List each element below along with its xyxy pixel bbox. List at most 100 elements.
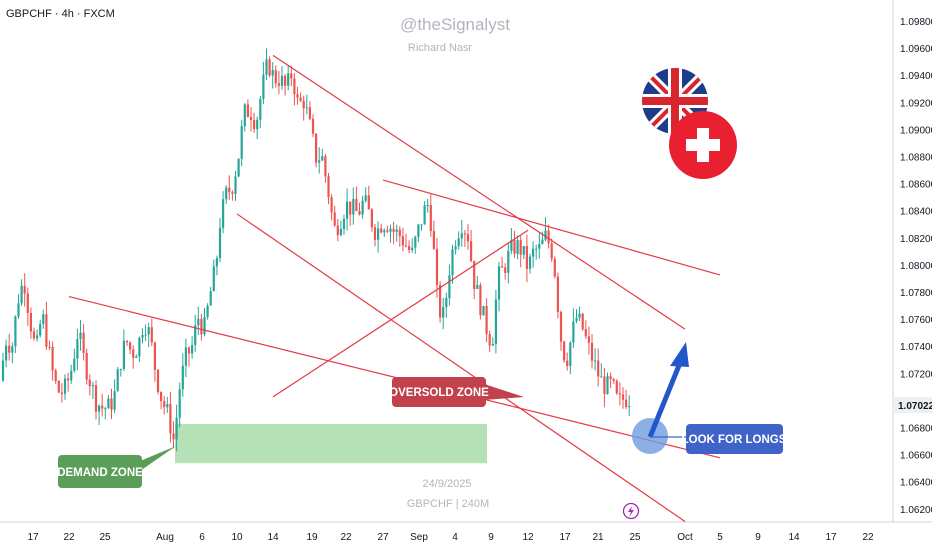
- candle-body: [290, 73, 293, 79]
- candle-body: [5, 345, 8, 361]
- watermark-handle: @theSignalyst: [400, 15, 510, 34]
- candle-body: [141, 334, 144, 338]
- y-tick-label: 1.09600: [900, 44, 932, 55]
- candle-body: [575, 317, 578, 322]
- candle-body: [442, 307, 445, 318]
- candle-body: [451, 249, 454, 276]
- candle-body: [129, 342, 132, 350]
- candle-body: [336, 225, 339, 236]
- candle-body: [256, 119, 259, 130]
- candle-body: [349, 201, 352, 215]
- trendline-lower-channel: [236, 213, 686, 522]
- x-tick-label: 10: [231, 532, 243, 543]
- candle-body: [91, 385, 94, 387]
- candle-body: [414, 236, 417, 248]
- candle-body: [39, 324, 42, 336]
- candle-body: [358, 210, 361, 215]
- candle-body: [501, 266, 504, 268]
- trendline-wedge-lower: [68, 295, 721, 459]
- candle-body: [1, 360, 5, 381]
- candle-body: [408, 245, 411, 251]
- candle-body: [553, 258, 556, 277]
- candle-body: [209, 291, 212, 306]
- candle-body: [11, 346, 14, 353]
- x-axis-ticks: 17 22 25 Aug 6 10 14 19 22 27 Sep 4 9 12 17 21 25 Oct 5 9 14…: [27, 532, 874, 543]
- candle-body: [432, 231, 435, 249]
- candle-body: [538, 243, 541, 249]
- candle-body: [144, 334, 147, 336]
- watermark-date: 24/9/2025: [423, 478, 472, 490]
- candle-body: [187, 347, 191, 354]
- candle-body: [253, 119, 256, 130]
- candle-body: [163, 401, 166, 408]
- candle-body: [494, 299, 497, 344]
- candle-body: [36, 335, 39, 339]
- candle-body: [532, 248, 535, 257]
- candle-body: [57, 381, 60, 393]
- candle-body: [181, 365, 184, 390]
- x-tick-label: Oct: [677, 532, 693, 543]
- candle-body: [150, 327, 153, 343]
- y-tick-label: 1.08600: [900, 180, 932, 191]
- candle-body: [330, 197, 333, 213]
- candle-body: [222, 199, 225, 228]
- candle-body: [215, 258, 218, 267]
- oversold-label-box: [392, 377, 486, 407]
- candle-body: [628, 406, 631, 408]
- candle-body: [373, 227, 377, 240]
- candle-body: [172, 433, 175, 440]
- x-tick-label: 5: [717, 532, 723, 543]
- candle-body: [364, 195, 367, 201]
- candle-body: [234, 176, 237, 195]
- candle-body: [321, 156, 324, 161]
- candle-body: [392, 228, 395, 232]
- y-tick-label: 1.09400: [900, 71, 932, 82]
- look-for-longs-arrow-shaft: [647, 362, 683, 438]
- candle-body: [17, 303, 20, 317]
- candle-body: [603, 376, 606, 394]
- candle-body: [541, 239, 544, 244]
- demand-label-box: [58, 455, 142, 488]
- candle-body: [231, 192, 234, 195]
- candle-body: [445, 297, 448, 308]
- candle-body: [377, 228, 380, 240]
- candle-body: [566, 360, 569, 367]
- candle-body: [491, 343, 494, 346]
- candle-body: [277, 83, 280, 86]
- candle-body: [578, 313, 581, 318]
- candle-body: [342, 218, 346, 230]
- candle-body: [315, 133, 318, 163]
- candle-body: [178, 389, 181, 418]
- candle-body: [435, 248, 439, 286]
- candle-body: [457, 238, 460, 247]
- candle-body: [519, 240, 522, 255]
- candle-body: [122, 340, 125, 369]
- candle-body: [265, 59, 268, 75]
- candle-body: [280, 75, 284, 86]
- y-tick-label: 1.08400: [900, 207, 932, 218]
- symbol-header: GBPCHF · 4h · FXCM: [6, 8, 115, 20]
- candle-body: [594, 360, 597, 362]
- candle-body: [507, 250, 510, 273]
- candle-body: [404, 245, 408, 247]
- candle-body: [29, 312, 32, 332]
- x-tick-label: Sep: [410, 532, 428, 543]
- candle-body: [572, 321, 575, 343]
- candle-body: [470, 241, 473, 261]
- x-tick-label: 14: [788, 532, 800, 543]
- candle-body: [175, 417, 178, 440]
- candle-body: [240, 126, 243, 159]
- candle-body: [156, 369, 160, 392]
- candle-body: [197, 318, 200, 326]
- last-price-badge: [893, 397, 932, 413]
- candle-body: [386, 230, 389, 232]
- candle-body: [547, 230, 550, 244]
- candle-body: [535, 248, 538, 250]
- candle-body: [581, 313, 584, 330]
- y-tick-label: 1.06800: [900, 424, 932, 435]
- x-tick-label: 25: [99, 532, 111, 543]
- trendline-outer-channel: [272, 229, 529, 398]
- x-tick-label: 9: [488, 532, 494, 543]
- watermark-author: Richard Nasr: [408, 42, 473, 54]
